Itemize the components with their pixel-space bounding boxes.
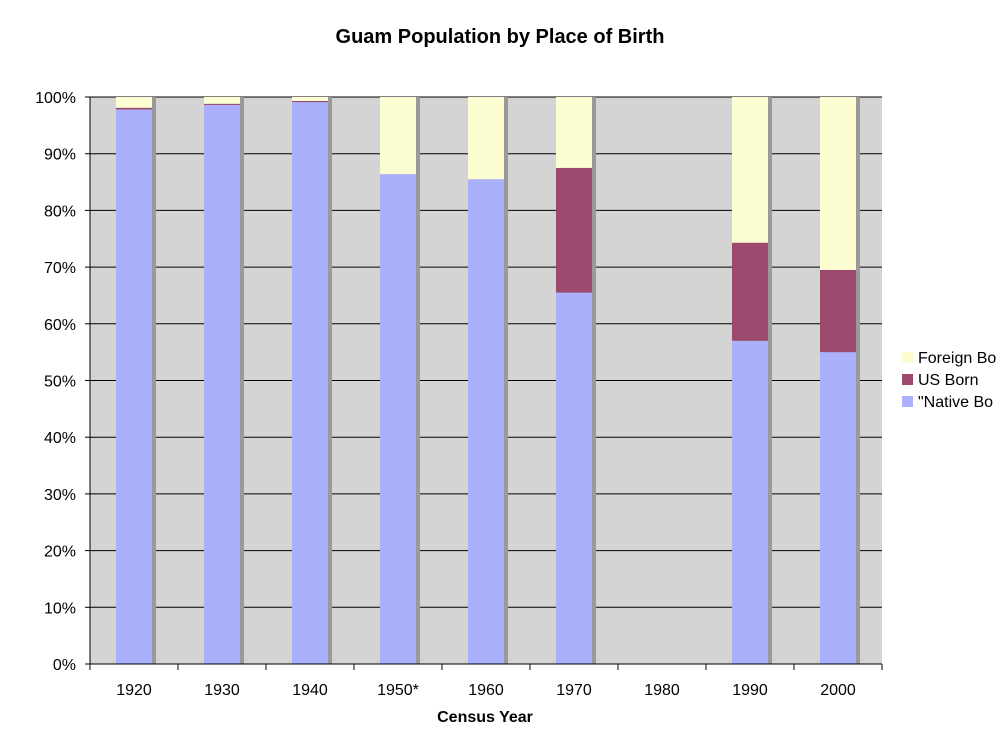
legend: Foreign Bo US Born "Native Bo [902,350,996,411]
y-tick-label: 90% [44,147,76,164]
legend-swatch [902,374,913,385]
bars [116,97,860,665]
x-tick-label: 1950* [377,682,419,699]
y-tick-label: 40% [44,430,76,447]
y-tick-label: 0% [53,657,76,674]
bar-segment-1 [380,174,416,664]
bar-segment-3 [204,97,240,104]
bar-segment-1 [556,292,592,664]
bar-segment-2 [732,242,768,341]
bar-segment-2 [820,269,856,353]
bar-segment-1 [204,104,240,665]
y-tick-label: 80% [44,203,76,220]
bar-segment-1 [468,179,504,664]
bar-segment-1 [292,102,328,664]
bar-segment-1 [732,340,768,664]
y-tick-label: 70% [44,260,76,277]
bar-segment-2 [556,167,592,293]
legend-label: Foreign Bo [918,350,996,367]
bar-segment-1 [820,352,856,664]
x-tick-label: 1970 [556,682,592,699]
chart-title: Guam Population by Place of Birth [336,26,665,48]
x-tick-label: 1940 [292,682,328,699]
bar-segment-3 [116,97,152,108]
y-tick-label: 50% [44,374,76,391]
y-tick-label: 30% [44,487,76,504]
x-tick-label: 1990 [732,682,768,699]
bar-segment-3 [380,97,416,175]
x-axis-title: Census Year [437,709,533,726]
bar-segment-3 [820,97,856,270]
bar-segment-3 [468,97,504,180]
x-tick-label: 1960 [468,682,504,699]
legend-swatch [902,352,913,363]
bar-segment-1 [116,109,152,664]
bar-segment-3 [292,97,328,101]
x-tick-label: 1920 [116,682,152,699]
x-tick-label: 1930 [204,682,240,699]
bar-segment-2 [116,107,152,110]
bar-segment-2 [292,100,328,103]
x-tick-label: 1980 [644,682,680,699]
bar-segment-3 [556,97,592,168]
bar-segment-3 [732,97,768,243]
y-tick-label: 20% [44,544,76,561]
y-tick-label: 100% [35,90,76,107]
x-axis-ticks: 1920 1930 1940 1950* 1960 1970 1980 1990 2000 [89,664,883,699]
y-tick-label: 10% [44,600,76,617]
legend-label: US Born [918,372,978,389]
legend-label: "Native Bo [918,394,993,411]
bar-segment-2 [204,103,240,105]
y-tick-label: 60% [44,317,76,334]
x-tick-label: 2000 [820,682,856,699]
legend-swatch [902,396,913,407]
y-axis-ticks: 0% 10% 20% 30% 40% 50% 60% 70% 80% 90% 100% [35,90,90,674]
